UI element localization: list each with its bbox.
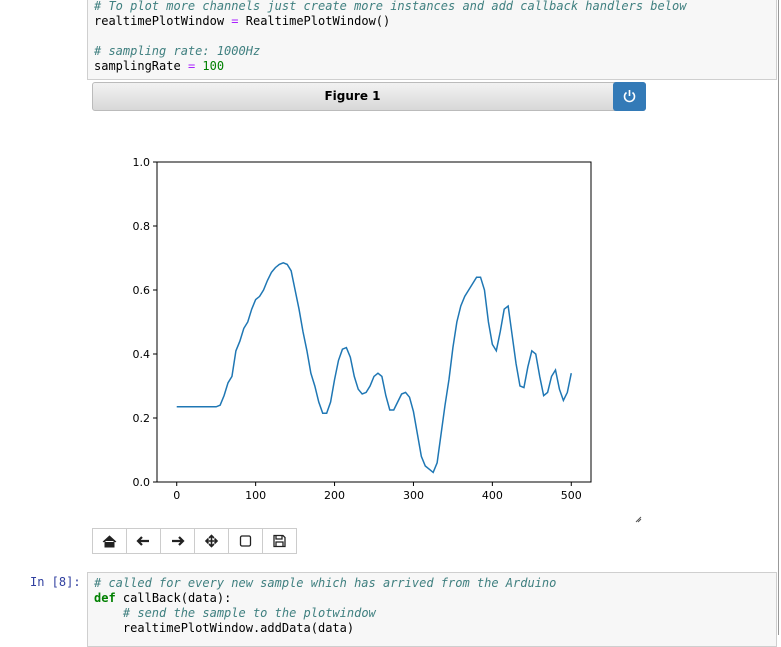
power-icon bbox=[623, 90, 636, 103]
code: realtimePlotWindow bbox=[94, 14, 225, 28]
y-tick-label: 0.8 bbox=[133, 220, 151, 233]
x-tick-label: 200 bbox=[324, 489, 345, 502]
home-button[interactable] bbox=[92, 528, 127, 554]
figure-header: Figure 1 bbox=[92, 82, 646, 111]
comment: # send the sample to the plotwindow bbox=[122, 606, 376, 620]
comment: # To plot more channels just create more… bbox=[94, 0, 687, 13]
x-tick-label: 100 bbox=[245, 489, 266, 502]
code: samplingRate bbox=[94, 59, 181, 73]
toolbar bbox=[92, 528, 297, 554]
comment: # called for every new sample which has … bbox=[94, 576, 557, 590]
pan-button[interactable] bbox=[194, 528, 229, 554]
comment: # sampling rate: 1000Hz bbox=[94, 44, 261, 58]
x-tick-label: 0 bbox=[173, 489, 180, 502]
y-tick-label: 0.0 bbox=[133, 476, 151, 489]
code-cell[interactable]: # To plot more channels just create more… bbox=[87, 0, 777, 80]
y-tick-label: 0.6 bbox=[133, 284, 151, 297]
zoom-button[interactable] bbox=[228, 528, 263, 554]
save-button[interactable] bbox=[262, 528, 297, 554]
code-cell[interactable]: # called for every new sample which has … bbox=[87, 572, 777, 647]
plot-area bbox=[156, 161, 592, 483]
scrollbar-edge bbox=[778, 0, 779, 635]
resize-handle bbox=[635, 516, 642, 523]
y-tick-label: 0.4 bbox=[133, 348, 151, 361]
operator: = bbox=[231, 14, 239, 28]
figure-title: Figure 1 bbox=[324, 89, 381, 103]
y-tick-label: 1.0 bbox=[133, 156, 151, 169]
operator: = bbox=[187, 59, 196, 73]
x-tick-label: 500 bbox=[561, 489, 582, 502]
x-tick-label: 400 bbox=[482, 489, 503, 502]
close-button[interactable] bbox=[613, 82, 646, 111]
keyword: def bbox=[94, 591, 116, 605]
data-line bbox=[176, 261, 573, 474]
code: callBack(data): bbox=[122, 591, 232, 605]
number: 100 bbox=[202, 59, 225, 73]
code: RealtimePlotWindow() bbox=[245, 14, 391, 28]
forward-button[interactable] bbox=[160, 528, 195, 554]
code: realtimePlotWindow.addData(data) bbox=[122, 621, 355, 635]
y-tick-label: 0.2 bbox=[133, 412, 151, 425]
cell-prompt: In [8]: bbox=[30, 575, 81, 589]
x-tick-label: 300 bbox=[403, 489, 424, 502]
back-button[interactable] bbox=[126, 528, 161, 554]
